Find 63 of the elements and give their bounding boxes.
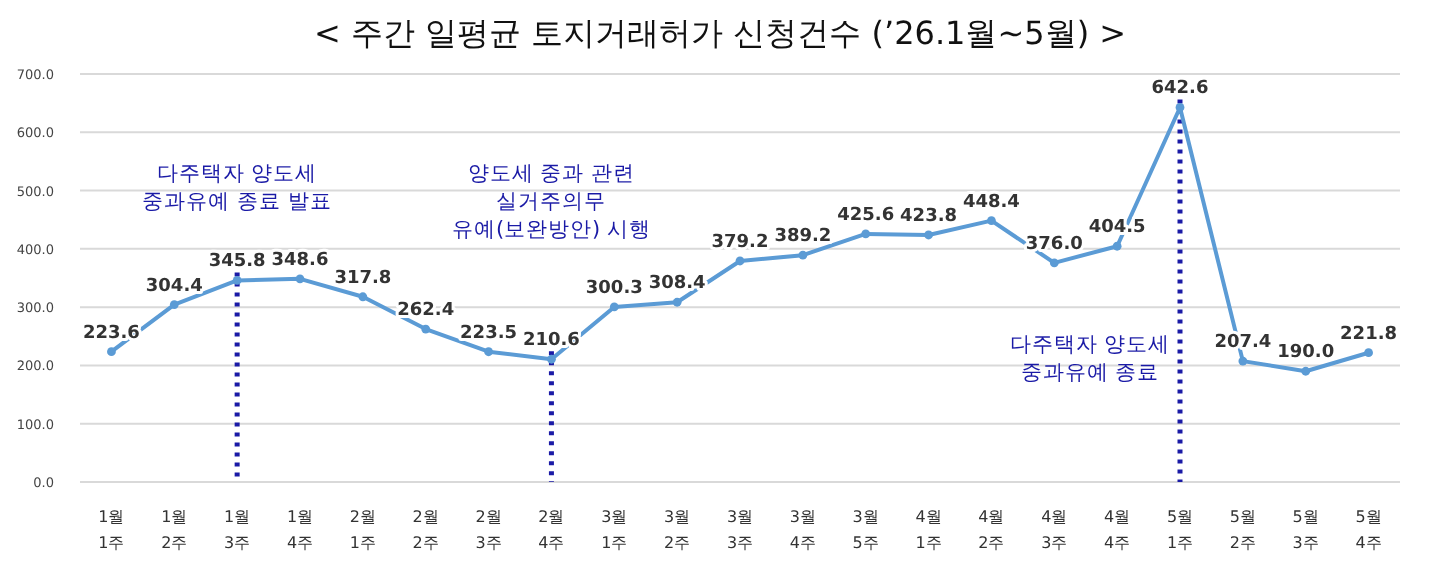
ref-line-label: 다주택자 양도세 중과유예 종료 발표 xyxy=(142,162,332,215)
x-tick-label: 5월 3주 xyxy=(1292,508,1319,552)
x-tick-label: 2월 1주 xyxy=(349,508,376,552)
data-label: 190.0 xyxy=(1277,343,1335,364)
point xyxy=(358,292,368,302)
data-label: 423.8 xyxy=(900,206,958,227)
point xyxy=(169,300,179,309)
ref-line-label: 다주택자 양도세 중과유예 종료 xyxy=(1009,333,1171,386)
x-tick-label: 5월 4주 xyxy=(1355,508,1382,552)
data-label: 379.2 xyxy=(711,232,769,253)
point xyxy=(1175,103,1185,112)
x-tick-label: 5월 1주 xyxy=(1166,508,1194,552)
point xyxy=(484,347,493,357)
point xyxy=(609,302,619,312)
data-label: 348.6 xyxy=(271,250,329,271)
x-tick-label: 2월 3주 xyxy=(475,508,502,552)
point xyxy=(861,229,871,239)
x-tick-label: 2월 4주 xyxy=(538,508,565,552)
x-tick-label: 1월 4주 xyxy=(286,508,314,552)
data-label: 300.3 xyxy=(585,278,643,299)
data-label: 425.6 xyxy=(837,205,895,226)
data-label: 304.4 xyxy=(145,276,203,297)
chart-title: < 주간 일평균 토지거래허가 신청건수 (’26.1월~5월) > xyxy=(313,14,1127,52)
data-label: 308.4 xyxy=(648,274,706,295)
point xyxy=(735,256,745,266)
x-tick-label: 1월 1주 xyxy=(98,508,125,552)
x-tick-label: 3월 3주 xyxy=(726,508,754,552)
point xyxy=(547,354,556,364)
data-label: 345.8 xyxy=(208,252,266,273)
point xyxy=(421,324,431,334)
point xyxy=(1301,366,1311,376)
x-tick-label: 4월 4주 xyxy=(1104,508,1131,552)
x-tick-label: 4월 3주 xyxy=(1041,508,1068,552)
x-tick-label: 2월 2주 xyxy=(412,508,439,552)
x-tick-label: 3월 5주 xyxy=(852,508,879,552)
point xyxy=(924,230,933,240)
x-tick-label: 4월 2주 xyxy=(978,508,1005,552)
x-tick-label: 4월 1주 xyxy=(915,508,942,552)
point xyxy=(1112,241,1122,251)
data-label: 376.0 xyxy=(1025,234,1083,255)
data-label: 223.5 xyxy=(460,323,518,344)
x-tick-label: 5월 2주 xyxy=(1229,508,1256,552)
x-tick-label: 3월 1주 xyxy=(601,508,628,552)
data-label: 317.8 xyxy=(334,268,392,289)
x-tick-label: 3월 2주 xyxy=(664,508,691,552)
point xyxy=(232,276,242,285)
point xyxy=(798,250,808,260)
point xyxy=(295,274,305,284)
point xyxy=(1049,258,1059,268)
data-label: 389.2 xyxy=(774,227,832,248)
data-label: 221.8 xyxy=(1340,324,1398,345)
point xyxy=(672,297,682,307)
data-label: 262.4 xyxy=(397,301,455,322)
point xyxy=(987,216,996,226)
data-label: 642.6 xyxy=(1151,79,1209,100)
point xyxy=(1364,348,1373,358)
point xyxy=(1238,356,1248,366)
x-tick-label: 3월 4주 xyxy=(789,508,816,552)
point xyxy=(107,347,116,357)
ref-line-label: 양도세 중과 관련 실거주의무 유예(보완방안) 시행 xyxy=(451,162,651,243)
x-tick-label: 1월 2주 xyxy=(161,508,188,552)
data-label: 448.4 xyxy=(962,192,1020,213)
x-tick-label: 1월 3주 xyxy=(224,508,251,552)
